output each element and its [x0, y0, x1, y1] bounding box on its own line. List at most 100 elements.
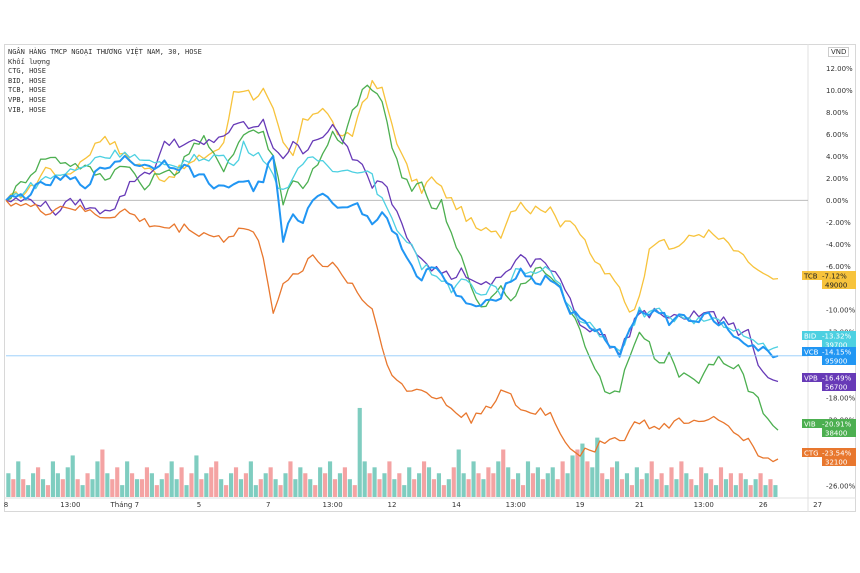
volume-bar — [600, 473, 605, 497]
price-tag-value-bg — [822, 280, 856, 289]
volume-bar — [605, 479, 610, 497]
volume-bar — [233, 467, 239, 497]
volume-bar — [199, 479, 204, 497]
volume-bar — [659, 473, 664, 497]
y-tick-label: -10.00% — [826, 307, 856, 315]
volume-bar — [431, 479, 437, 497]
volume-bar — [347, 479, 352, 497]
volume-bar — [481, 479, 486, 497]
volume-bar — [377, 479, 382, 497]
volume-bar — [590, 467, 595, 497]
legend-item-vpb[interactable]: VPB, HOSE — [8, 95, 46, 104]
volume-bar — [614, 461, 620, 497]
volume-bar — [105, 473, 110, 497]
price-tag-name: TCB — [803, 273, 818, 281]
chart-legend: NGÂN HÀNG TMCP NGOẠI THƯƠNG VIỆT NAM, 30… — [8, 48, 202, 115]
y-tick-label: 6.00% — [826, 131, 849, 139]
volume-bar — [699, 467, 704, 497]
volume-bar — [228, 473, 234, 497]
volume-bar — [654, 479, 659, 497]
price-tag-change: -20.91% — [822, 421, 852, 429]
price-tag-value: 32100 — [825, 459, 847, 467]
x-tick-label: 12 — [388, 501, 397, 509]
volume-bar — [723, 479, 729, 497]
volume-bar — [293, 479, 298, 497]
volume-bar — [100, 449, 105, 497]
volume-bar — [243, 473, 248, 497]
price-tag-bid — [802, 331, 856, 340]
legend-item-tcb[interactable]: TCB, HOSE — [8, 86, 46, 95]
legend-main-title: NGÂN HÀNG TMCP NGOẠI THƯƠNG VIỆT NAM, 30… — [8, 48, 202, 56]
volume-bar — [327, 461, 333, 497]
volume-bar — [189, 473, 194, 497]
volume-bar — [501, 449, 506, 497]
price-tag-value-bg — [822, 356, 856, 365]
price-tag-value-bg — [822, 382, 856, 391]
price-tag-change: -16.49% — [822, 375, 852, 383]
volume-bar — [372, 467, 377, 497]
series-line-bid[interactable] — [5, 140, 779, 352]
series-line-vcb[interactable] — [5, 154, 779, 359]
volume-bar — [402, 485, 407, 497]
legend-item-bid[interactable]: BID, HOSE — [8, 76, 46, 85]
volume-bar — [412, 479, 417, 497]
series-line-ctg[interactable] — [5, 199, 779, 463]
volume-bar — [65, 467, 70, 497]
legend-item-vib[interactable]: VIB, HOSE — [8, 105, 46, 114]
x-tick-label: 14 — [452, 501, 461, 509]
price-tag-value: 56700 — [825, 384, 847, 392]
y-tick-label: 10.00% — [826, 87, 853, 95]
volume-bar — [144, 467, 150, 497]
series-line-vib[interactable] — [5, 84, 779, 431]
volume-bar — [550, 467, 555, 497]
volume-bar — [397, 473, 402, 497]
volume-bar — [179, 467, 184, 497]
volume-bar — [486, 467, 491, 497]
x-tick-label: 26 — [759, 501, 768, 509]
volume-bar — [718, 467, 724, 497]
y-tick-label: -4.00% — [826, 241, 851, 249]
y-tick-label: 8.00% — [826, 109, 849, 117]
price-tag-value: 95900 — [825, 358, 847, 366]
volume-bar — [209, 467, 214, 497]
volume-bar — [110, 479, 115, 497]
volume-bar — [674, 479, 679, 497]
legend-volume: Khối lượng — [8, 57, 51, 66]
y-tick-label: 4.00% — [826, 153, 849, 161]
volume-bar — [595, 437, 600, 497]
volume-bar — [357, 407, 362, 497]
x-tick-label: 13:00 — [60, 501, 80, 509]
price-tag-value-bg — [822, 428, 856, 437]
x-tick-label: 8 — [4, 501, 8, 509]
x-tick-label: 5 — [197, 501, 201, 509]
volume-bar — [219, 479, 224, 497]
legend-item-ctg[interactable]: CTG, HOSE — [8, 67, 46, 76]
y-tick-label: -18.00% — [826, 395, 856, 403]
x-tick-label: 13:00 — [506, 501, 526, 509]
volume-bar — [337, 473, 343, 497]
volume-bar — [283, 473, 288, 497]
volume-bar — [555, 479, 560, 497]
volume-bar — [491, 473, 496, 497]
volume-bar — [248, 461, 253, 497]
volume-bar — [154, 485, 159, 497]
volume-bar — [115, 467, 120, 497]
price-tag-value-bg — [822, 340, 856, 349]
volume-bar — [471, 461, 476, 497]
y-tick-label: -2.00% — [826, 219, 851, 227]
volume-bar — [55, 473, 60, 497]
price-tag-vpb — [802, 373, 856, 382]
volume-bar — [684, 473, 689, 497]
volume-bar — [530, 473, 536, 497]
price-tag-change: -7.12% — [822, 273, 847, 281]
volume-bar — [125, 461, 130, 497]
x-tick-label: 7 — [266, 501, 270, 509]
volume-bar — [342, 467, 347, 497]
volume-bar — [60, 479, 65, 497]
series-line-vpb[interactable] — [5, 118, 779, 383]
volume-bar — [565, 473, 570, 497]
currency-unit-label[interactable]: VND — [828, 47, 850, 57]
volume-bar — [649, 461, 654, 497]
volume-bar — [332, 479, 338, 497]
